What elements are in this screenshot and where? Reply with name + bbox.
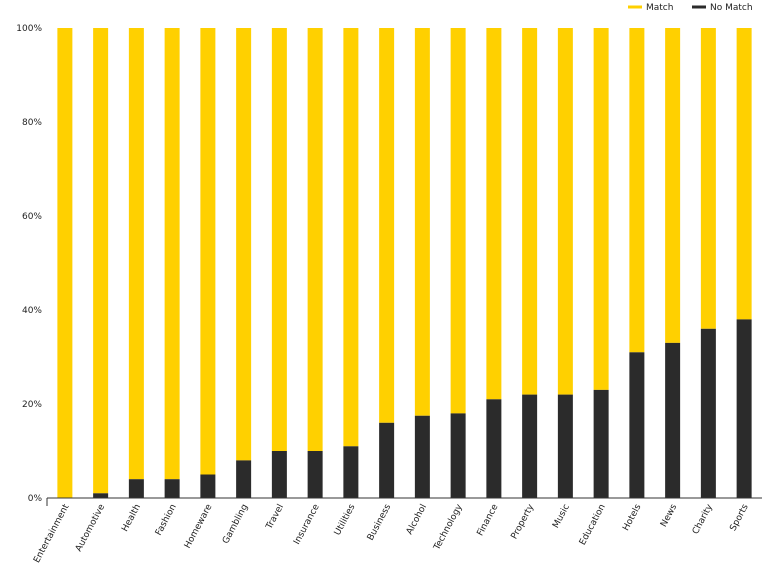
x-category-label: Finance — [476, 502, 501, 538]
bar-no-match-education — [593, 389, 609, 498]
x-category-label: Travel — [264, 503, 286, 532]
bar-no-match-gambling — [236, 460, 252, 498]
y-tick-label: 40% — [22, 306, 42, 316]
bar-no-match-health — [128, 479, 144, 498]
bar-match-charity — [700, 28, 716, 329]
bar-match-music — [557, 28, 573, 395]
bar-match-hotels — [629, 28, 645, 353]
bar-match-property — [522, 28, 538, 395]
bar-no-match-technology — [450, 413, 466, 498]
y-tick-label: 20% — [22, 400, 42, 410]
bar-match-entertainment — [57, 28, 73, 498]
bar-no-match-business — [379, 422, 395, 498]
bar-match-sports — [736, 28, 752, 320]
bar-match-insurance — [307, 28, 323, 451]
bar-no-match-homeware — [200, 474, 216, 498]
x-category-label: Sports — [728, 502, 751, 532]
bar-match-travel — [271, 28, 287, 451]
bar-no-match-fashion — [164, 479, 180, 498]
legend-label: No Match — [710, 3, 753, 13]
y-tick-label: 0% — [28, 494, 43, 504]
x-category-label: Education — [578, 503, 608, 547]
bar-no-match-property — [522, 394, 538, 498]
y-axis: 0% 20% 40% 60% 80% 100% — [16, 24, 42, 504]
x-category-label: Technology — [432, 502, 465, 553]
x-category-label: Gambling — [221, 503, 250, 546]
bars-group — [57, 28, 752, 498]
bar-match-fashion — [164, 28, 180, 480]
bar-no-match-music — [557, 394, 573, 498]
x-category-label: News — [659, 502, 679, 528]
x-category-label: Health — [120, 503, 143, 534]
x-category-label: Automotive — [74, 502, 107, 553]
y-tick-label: 60% — [22, 212, 42, 222]
bar-match-alcohol — [414, 28, 430, 416]
bar-match-finance — [486, 28, 502, 400]
bar-no-match-automotive — [93, 493, 109, 498]
bar-no-match-insurance — [307, 451, 323, 498]
bar-match-utilities — [343, 28, 359, 447]
x-category-label: Entertainment — [32, 502, 72, 564]
bar-match-news — [665, 28, 681, 343]
legend-label: Match — [646, 3, 673, 13]
bar-no-match-news — [665, 342, 681, 498]
bar-no-match-alcohol — [414, 415, 430, 498]
bar-match-health — [128, 28, 144, 480]
chart-legend: Match No Match — [628, 3, 753, 13]
x-category-label: Insurance — [292, 502, 322, 546]
x-category-label: Hotels — [621, 502, 643, 532]
x-category-label: Utilities — [333, 502, 358, 537]
bar-no-match-hotels — [629, 352, 645, 498]
x-category-label: Music — [551, 503, 572, 530]
bar-match-homeware — [200, 28, 216, 475]
x-category-label: Fashion — [154, 503, 179, 538]
bar-match-gambling — [236, 28, 252, 461]
bar-match-technology — [450, 28, 466, 414]
x-axis: Entertainment Automotive Health Fashion Home… — [32, 497, 762, 565]
x-category-label: Property — [510, 502, 537, 541]
x-category-label: Business — [366, 502, 394, 542]
bar-no-match-finance — [486, 399, 502, 498]
y-tick-label: 100% — [16, 24, 42, 34]
bar-match-business — [379, 28, 395, 423]
bar-no-match-travel — [271, 451, 287, 498]
bar-no-match-charity — [700, 328, 716, 498]
bar-match-education — [593, 28, 609, 390]
bar-no-match-sports — [736, 319, 752, 498]
x-category-label: Homeware — [183, 502, 215, 550]
x-category-label: Charity — [691, 502, 715, 536]
y-tick-label: 80% — [22, 118, 42, 128]
bar-no-match-utilities — [343, 446, 359, 498]
bar-match-automotive — [93, 28, 109, 494]
x-category-label: Alcohol — [405, 503, 429, 537]
